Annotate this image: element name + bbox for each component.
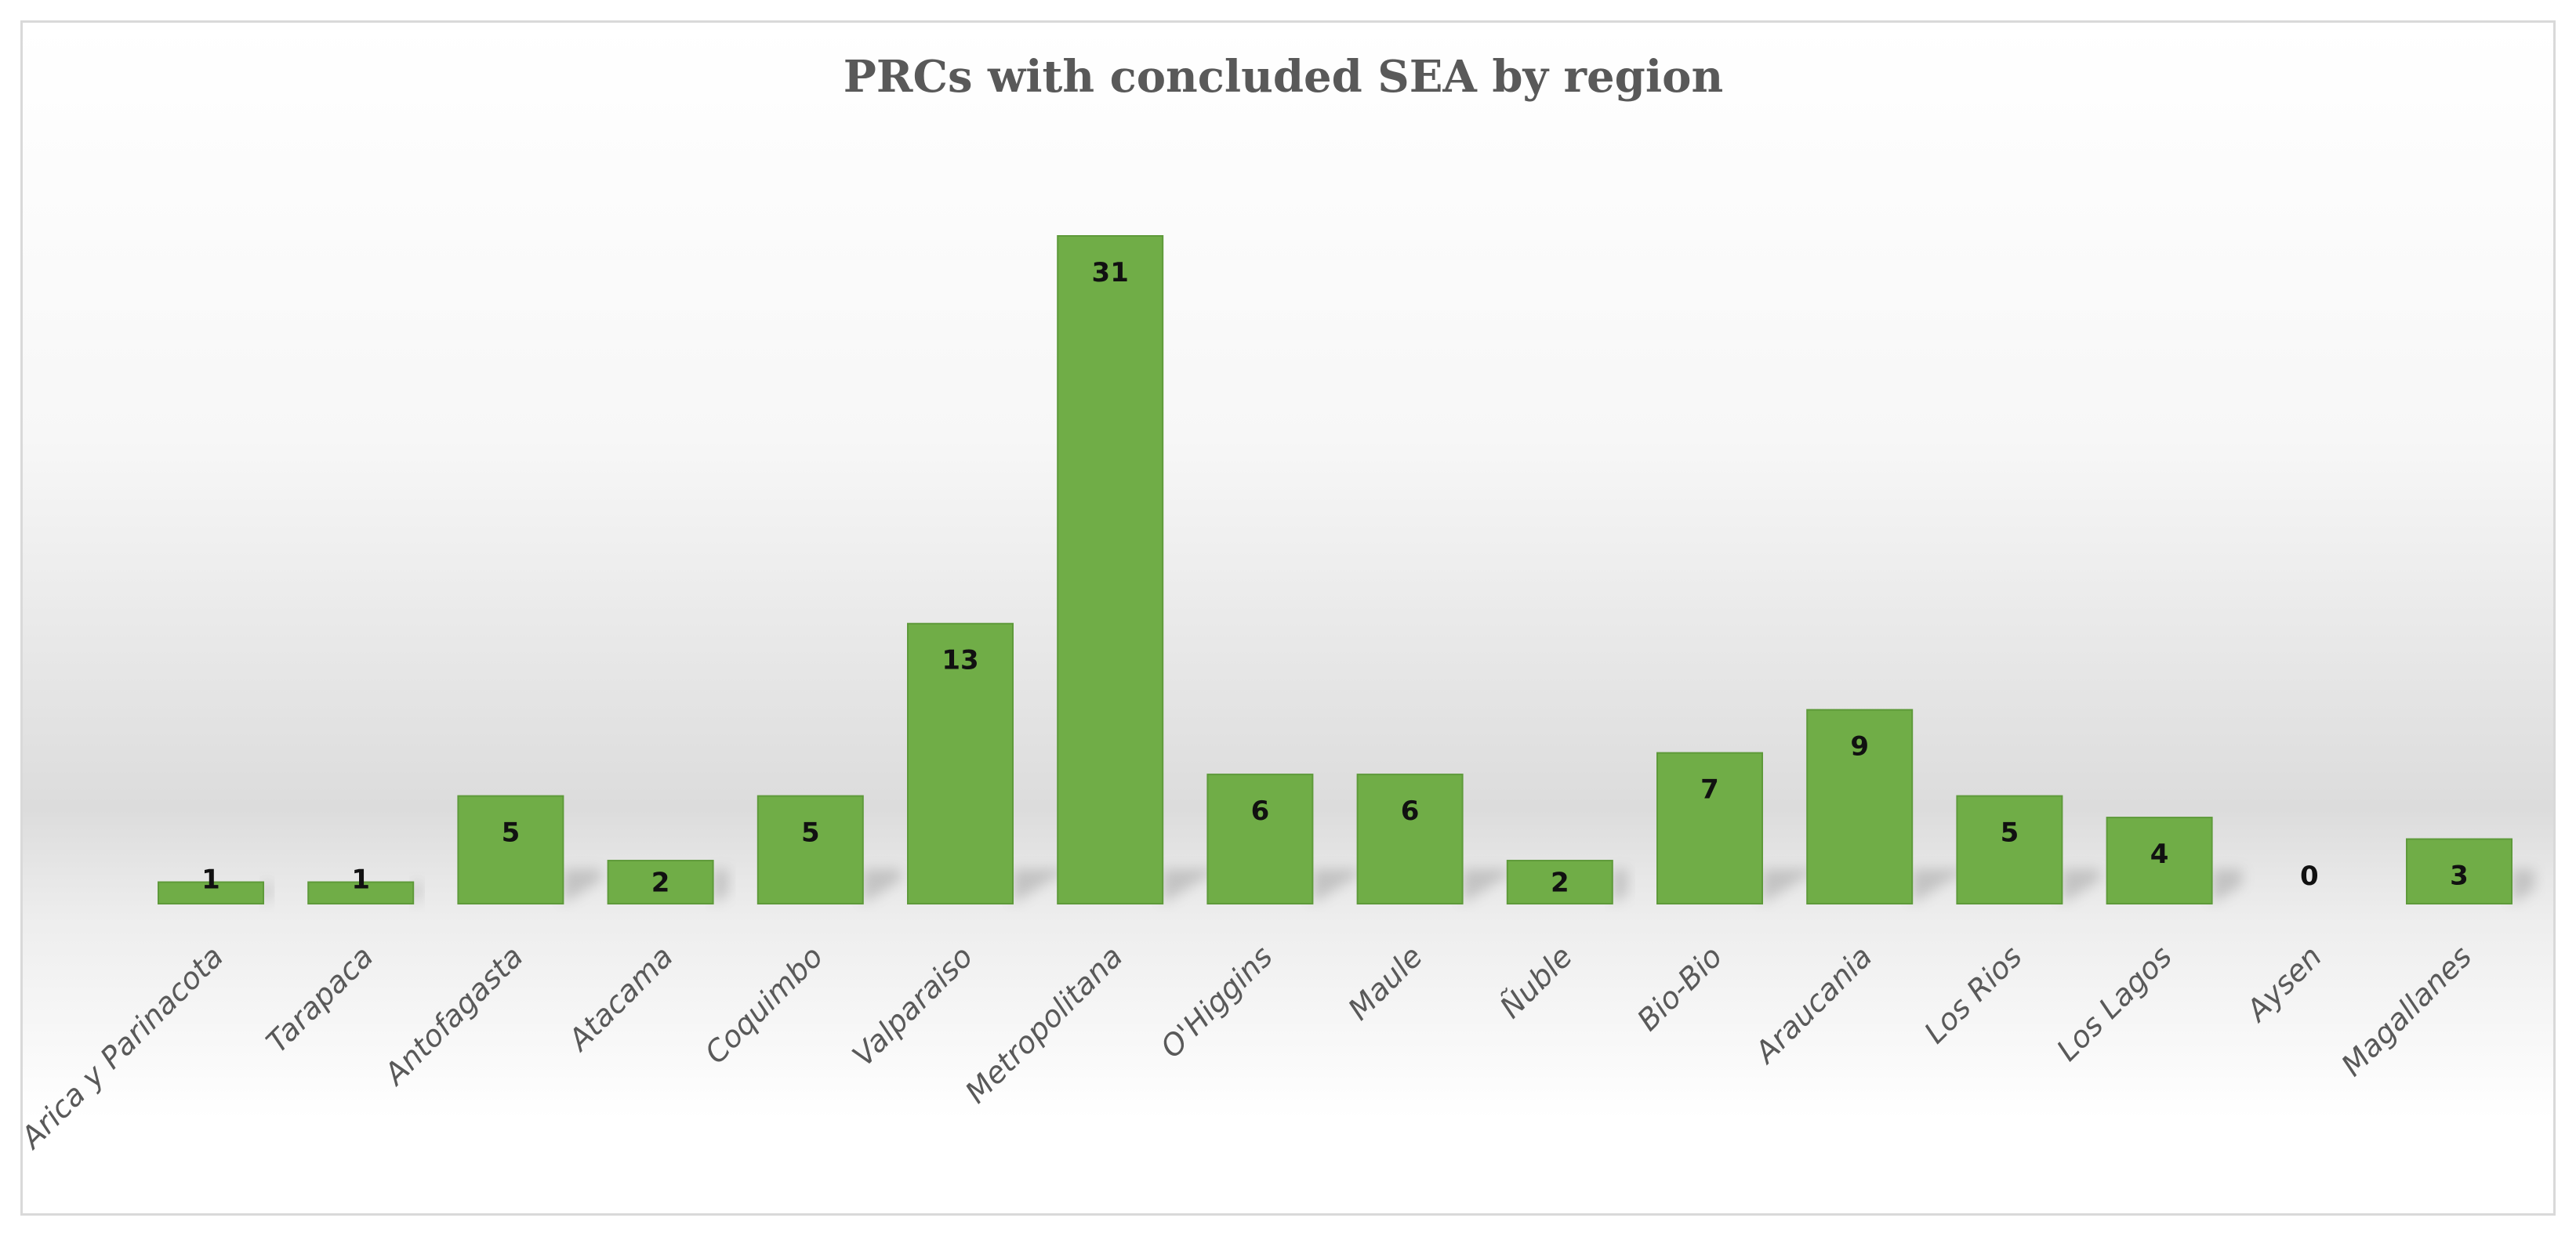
- bar-shadows: [263, 869, 2534, 904]
- x-tick-label-tarapaca: Tarapaca: [259, 939, 379, 1059]
- bar-shadow-atacama: [713, 869, 728, 904]
- bar-chart: PRCs with concluded SEA by region 1 15251…: [23, 51, 2534, 1157]
- bar-shadow-tarapaca: [413, 882, 421, 904]
- bar-value-label-bio-bio: 7: [1700, 774, 1719, 806]
- bar-value-label-los-rios: 5: [2001, 817, 2019, 849]
- bar-ñuble: [1506, 860, 1613, 904]
- x-tick-label-antofagasta: Antofagasta: [376, 939, 530, 1093]
- bar-value-label-ñuble: 2: [1551, 868, 1569, 899]
- bar-value-label-metropolitana: 31: [1092, 257, 1129, 288]
- bar-shadow-los-lagos: [2211, 869, 2243, 904]
- bar-shadow-maule: [1462, 869, 1508, 904]
- bar-value-label-maule: 6: [1401, 796, 1420, 827]
- x-tick-label-aysen: Aysen: [2238, 939, 2328, 1029]
- x-tick-label-valparaiso: Valparaiso: [846, 939, 980, 1073]
- bar-antofagasta: [457, 795, 564, 904]
- x-tick-label-maule: Maule: [1341, 939, 1429, 1027]
- x-tick-label-metropolitana: Metropolitana: [959, 939, 1130, 1110]
- x-tick-label-bio-bio: Bio-Bio: [1631, 939, 1729, 1037]
- bar-los-lagos: [2106, 817, 2213, 904]
- bar-araucania: [1806, 709, 1914, 904]
- x-tick-label-ñuble: Ñuble: [1493, 939, 1579, 1024]
- bar-bio-bio: [1656, 752, 1763, 905]
- bar-arica-y-parinacota: [158, 881, 264, 904]
- bar-tarapaca: [307, 881, 415, 904]
- bar-o-higgins: [1206, 774, 1314, 905]
- bar-los-rios: [1956, 795, 2063, 904]
- x-tick-label-araucania: Araucania: [1747, 939, 1878, 1071]
- bar-magallanes: [2406, 838, 2513, 904]
- x-tick-label-los-lagos: Los Lagos: [2050, 939, 2179, 1067]
- x-tick-label-coquimbo: Coquimbo: [698, 939, 830, 1071]
- bar-value-label-o-higgins: 6: [1251, 796, 1270, 827]
- bar-shadow-o-higgins: [1312, 869, 1359, 904]
- bar-shadow-araucania: [1912, 869, 1968, 904]
- bar-shadow-metropolitana: [1163, 869, 1218, 904]
- chart-title: PRCs with concluded SEA by region: [844, 51, 1723, 103]
- bar-shadow-antofagasta: [563, 869, 601, 904]
- bar-value-label-tarapaca: 1: [351, 864, 370, 896]
- bar-value-label-valparaiso: 13: [942, 645, 978, 676]
- bar-value-label-magallanes: 3: [2450, 861, 2469, 892]
- bar-shadow-coquimbo: [862, 869, 901, 904]
- x-tick-label-arica-y-parinacota: Arica y Parinacota: [23, 939, 230, 1156]
- bar-atacama: [607, 860, 714, 904]
- bar-valparaiso: [907, 622, 1014, 904]
- x-tick-label-los-rios: Los Rios: [1917, 939, 2029, 1050]
- bar-data-labels: 1 1 5 2 5 13 31 6 6 2 7 9 5 4 0 3: [201, 257, 2469, 899]
- bar-value-label-coquimbo: 5: [801, 817, 820, 849]
- bar-value-label-arica-y-parinacota: 1: [201, 864, 220, 896]
- bar-value-label-araucania: 9: [1850, 731, 1869, 763]
- bar-value-label-aysen: 0: [2300, 861, 2319, 892]
- bar-coquimbo: [756, 795, 864, 904]
- bar-shadow-ñuble: [1612, 869, 1628, 904]
- x-tick-label-o-higgins: O'Higgins: [1154, 939, 1279, 1064]
- bar-maule: [1356, 774, 1464, 905]
- bar-shadow-los-rios: [2062, 869, 2100, 904]
- bar-shadow-bio-bio: [1762, 869, 1816, 904]
- x-tick-label-atacama: Atacama: [560, 939, 680, 1059]
- bar-value-label-antofagasta: 5: [502, 817, 521, 849]
- x-tick-label-magallanes: Magallanes: [2335, 939, 2478, 1082]
- bar-metropolitana: [1057, 235, 1164, 904]
- bar-shadow-magallanes: [2512, 869, 2534, 904]
- bars: [158, 235, 2513, 905]
- bar-shadow-valparaiso: [1013, 869, 1068, 904]
- bar-value-label-los-lagos: 4: [2150, 839, 2169, 870]
- bar-shadow-arica-y-parinacota: [263, 882, 271, 904]
- bar-value-label-atacama: 2: [651, 868, 670, 899]
